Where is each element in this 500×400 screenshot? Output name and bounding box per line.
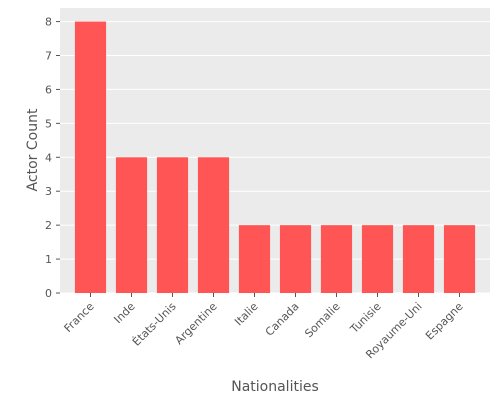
x-tick-label: Inde bbox=[111, 300, 137, 326]
y-tick-label: 6 bbox=[45, 83, 52, 96]
bars bbox=[74, 21, 476, 293]
y-tick-label: 5 bbox=[45, 117, 52, 130]
x-tick-label: France bbox=[62, 300, 97, 335]
x-tick-label: Canada bbox=[263, 300, 302, 339]
y-tick-label: 8 bbox=[45, 16, 52, 29]
x-tick-label: Argentine bbox=[172, 300, 219, 347]
x-tick-label: Espagne bbox=[423, 300, 466, 343]
bar-5 bbox=[279, 225, 312, 293]
y-tick-label: 0 bbox=[45, 287, 52, 300]
bar-1 bbox=[115, 157, 148, 293]
y-tick-label: 7 bbox=[45, 50, 52, 63]
bar-7 bbox=[361, 225, 394, 293]
bar-9 bbox=[443, 225, 476, 293]
y-tick-label: 3 bbox=[45, 185, 52, 198]
y-tick-label: 2 bbox=[45, 219, 52, 232]
y-axis-title: Actor Count bbox=[25, 108, 41, 191]
bar-8 bbox=[402, 225, 435, 293]
y-axis-ticks: 0 1 2 3 4 5 6 7 8 bbox=[45, 16, 60, 300]
x-axis-title: Nationalities bbox=[231, 379, 319, 395]
bar-2 bbox=[156, 157, 189, 293]
bar-0 bbox=[74, 21, 107, 293]
x-tick-label: Somalie bbox=[302, 300, 343, 341]
x-tick-label: États-Unis bbox=[130, 300, 179, 349]
x-tick-label: Italie bbox=[232, 300, 261, 329]
bar-3 bbox=[197, 157, 230, 293]
x-tick-label: Tunisie bbox=[347, 300, 384, 337]
bar-6 bbox=[320, 225, 353, 293]
bar-4 bbox=[238, 225, 271, 293]
y-tick-label: 4 bbox=[45, 151, 52, 164]
y-tick-label: 1 bbox=[45, 253, 52, 266]
